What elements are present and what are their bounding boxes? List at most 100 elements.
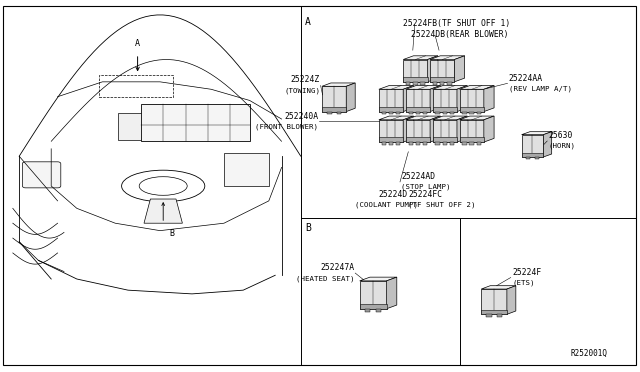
Bar <box>486 314 492 317</box>
Polygon shape <box>522 132 552 135</box>
Polygon shape <box>457 116 467 142</box>
Text: A: A <box>135 39 140 48</box>
FancyBboxPatch shape <box>224 153 269 186</box>
Text: (TOWING): (TOWING) <box>284 88 320 94</box>
Text: R252001Q: R252001Q <box>570 349 607 358</box>
Bar <box>435 142 440 145</box>
Polygon shape <box>433 89 457 112</box>
Bar <box>443 142 447 145</box>
Polygon shape <box>406 137 430 142</box>
Text: B: B <box>170 229 175 238</box>
Bar <box>470 142 474 145</box>
Bar <box>450 112 454 114</box>
Bar <box>435 112 440 114</box>
Bar <box>534 157 539 159</box>
Bar <box>389 142 393 145</box>
Text: 25224FC: 25224FC <box>408 190 442 199</box>
Bar <box>462 142 467 145</box>
Polygon shape <box>430 86 440 112</box>
Polygon shape <box>430 56 465 60</box>
Polygon shape <box>481 286 516 289</box>
Bar <box>440 82 444 84</box>
Text: 25224D: 25224D <box>379 190 408 199</box>
Polygon shape <box>460 107 484 112</box>
Text: (COOLANT PUMP): (COOLANT PUMP) <box>355 201 418 208</box>
Bar <box>396 142 401 145</box>
Bar <box>389 112 393 114</box>
Text: (HORN): (HORN) <box>548 143 575 150</box>
Polygon shape <box>144 199 182 223</box>
Bar <box>433 82 437 84</box>
Polygon shape <box>360 277 397 281</box>
Polygon shape <box>460 137 484 142</box>
Text: 25224AA: 25224AA <box>509 74 543 83</box>
Text: 25224AD: 25224AD <box>401 172 435 181</box>
Polygon shape <box>433 86 467 89</box>
Polygon shape <box>406 86 440 89</box>
Polygon shape <box>484 86 494 112</box>
Bar <box>381 142 386 145</box>
Polygon shape <box>481 310 507 314</box>
Bar <box>365 309 371 312</box>
Bar <box>141 104 250 141</box>
Text: (HEATED SEAT): (HEATED SEAT) <box>296 275 355 282</box>
Bar <box>470 112 474 114</box>
Bar <box>99 75 173 97</box>
Polygon shape <box>433 107 457 112</box>
Polygon shape <box>406 120 430 142</box>
Text: 252240A: 252240A <box>284 112 318 121</box>
Polygon shape <box>507 286 516 314</box>
Polygon shape <box>403 116 413 142</box>
Text: 25224FB(TF SHUT OFF 1): 25224FB(TF SHUT OFF 1) <box>403 19 511 28</box>
Text: 252247A: 252247A <box>321 263 355 272</box>
Polygon shape <box>460 89 484 112</box>
Bar <box>337 112 341 114</box>
Bar <box>477 112 481 114</box>
Polygon shape <box>433 116 467 120</box>
Polygon shape <box>403 56 438 60</box>
Polygon shape <box>484 116 494 142</box>
Text: (STOP LAMP): (STOP LAMP) <box>401 184 451 190</box>
Polygon shape <box>457 86 467 112</box>
Polygon shape <box>379 86 413 89</box>
Polygon shape <box>360 281 387 309</box>
Text: 25224DB(REAR BLOWER): 25224DB(REAR BLOWER) <box>411 30 508 39</box>
Polygon shape <box>460 116 494 120</box>
Bar <box>408 142 413 145</box>
Bar <box>408 112 413 114</box>
Bar <box>450 142 454 145</box>
Polygon shape <box>403 60 428 82</box>
Bar <box>327 112 332 114</box>
Bar <box>477 142 481 145</box>
Text: 25630: 25630 <box>548 131 573 140</box>
Polygon shape <box>346 83 355 112</box>
Bar <box>381 112 386 114</box>
Bar <box>447 82 452 84</box>
Polygon shape <box>460 120 484 142</box>
Polygon shape <box>430 116 440 142</box>
Polygon shape <box>322 83 355 86</box>
Polygon shape <box>430 60 454 82</box>
Text: B: B <box>305 223 311 233</box>
Polygon shape <box>433 137 457 142</box>
Bar <box>423 142 428 145</box>
Text: (ETS): (ETS) <box>512 279 534 286</box>
Bar <box>462 112 467 114</box>
Text: (REV LAMP A/T): (REV LAMP A/T) <box>509 85 572 92</box>
Polygon shape <box>428 56 438 82</box>
Bar <box>416 112 420 114</box>
Polygon shape <box>406 107 430 112</box>
Text: 25224F: 25224F <box>512 268 541 277</box>
Polygon shape <box>430 77 454 82</box>
Text: (TF SHUT OFF 2): (TF SHUT OFF 2) <box>408 201 476 208</box>
Ellipse shape <box>140 177 187 195</box>
Polygon shape <box>481 289 507 314</box>
Text: A: A <box>305 17 311 27</box>
Polygon shape <box>543 132 552 157</box>
Bar <box>376 309 381 312</box>
Polygon shape <box>522 135 543 157</box>
Polygon shape <box>322 86 346 112</box>
Polygon shape <box>379 89 403 112</box>
Polygon shape <box>379 116 413 120</box>
Text: (FRONT BLOWER): (FRONT BLOWER) <box>255 123 318 130</box>
